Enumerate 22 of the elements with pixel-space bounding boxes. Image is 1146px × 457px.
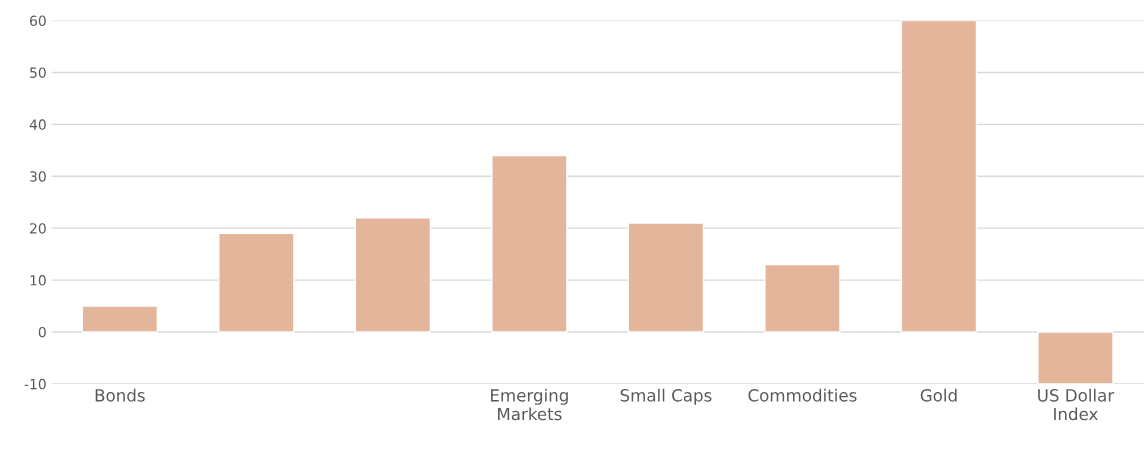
x-tick-label: Gold <box>920 388 957 402</box>
x-tick-label: US Dollar Index <box>1038 388 1115 421</box>
bar <box>900 20 978 333</box>
y-tick-label: 0 <box>38 326 46 338</box>
y-tick-label: 20 <box>30 223 46 234</box>
y-tick-label: -10 <box>24 378 46 390</box>
x-tick-label: Small Caps <box>620 388 712 405</box>
bar <box>764 263 841 333</box>
bar <box>218 232 295 333</box>
bar <box>491 154 568 333</box>
y-tick-label: 30 <box>30 171 46 182</box>
x-tick-label: Bonds <box>95 388 145 402</box>
x-tick-label: Emerging Markets <box>491 388 568 421</box>
y-tick-label: 50 <box>30 67 46 78</box>
bar <box>627 222 705 333</box>
bar <box>354 217 432 333</box>
x-tick-label: Commodities <box>748 388 857 402</box>
y-tick-label: 10 <box>30 275 46 286</box>
y-tick-label: 60 <box>30 15 46 27</box>
bar <box>81 305 159 333</box>
y-tick-label: 40 <box>29 119 46 130</box>
bar <box>1037 331 1114 384</box>
